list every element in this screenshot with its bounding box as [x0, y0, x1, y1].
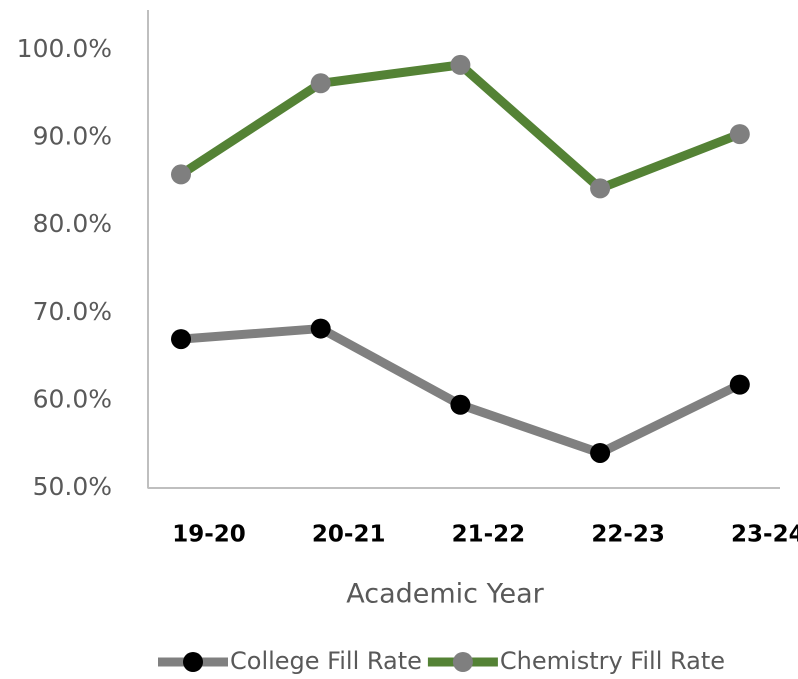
point — [450, 54, 471, 75]
series-line — [178, 60, 742, 193]
y-tick-label: 50.0% — [33, 472, 112, 501]
point — [590, 442, 611, 463]
legend-label: College Fill Rate — [230, 647, 422, 675]
y-tick-label: 100.0% — [17, 34, 112, 63]
x-tick-label: 20-21 — [312, 522, 386, 548]
legend-marker — [452, 652, 473, 672]
point — [729, 374, 750, 395]
point — [590, 178, 611, 199]
point — [171, 164, 191, 185]
x-tick-label: 21-22 — [452, 522, 526, 548]
x-tick-label: 19-20 — [172, 522, 246, 548]
legend-label: Chemistry Fill Rate — [500, 647, 725, 675]
y-tick-label: 80.0% — [33, 209, 112, 238]
point — [310, 73, 331, 94]
point — [310, 318, 331, 339]
legend-marker — [183, 652, 203, 672]
point — [171, 329, 191, 350]
x-tick-label: 23-24 — [731, 522, 798, 548]
x-tick-label: 22-23 — [591, 522, 665, 548]
point — [450, 394, 471, 415]
x-axis-label: Academic Year — [346, 579, 544, 610]
y-tick-label: 60.0% — [33, 384, 112, 413]
y-tick-label: 70.0% — [33, 297, 112, 326]
y-tick-label: 90.0% — [33, 122, 112, 151]
series-line — [180, 324, 742, 458]
point — [729, 124, 750, 145]
